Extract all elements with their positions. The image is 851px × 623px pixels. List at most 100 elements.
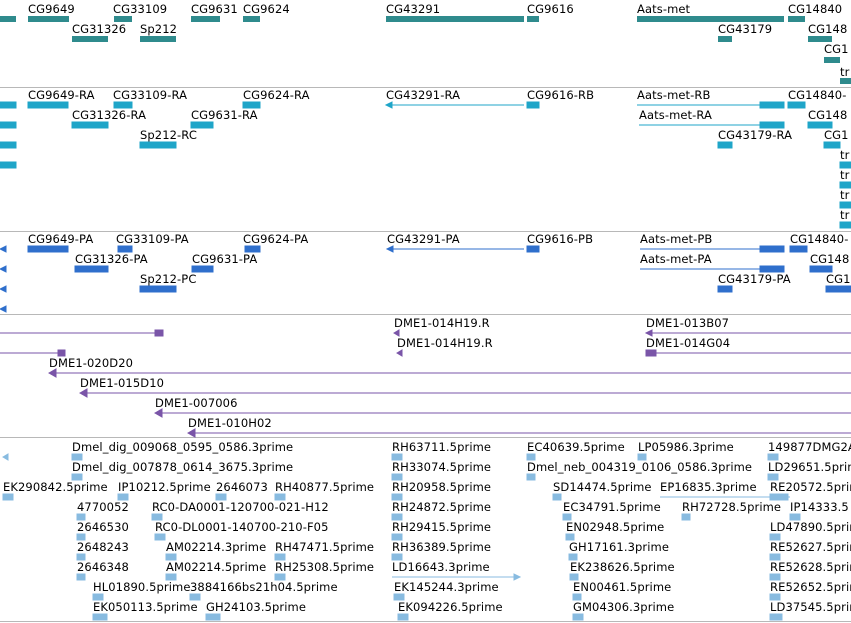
transcripts-r-feature-label[interactable]: CG9616-RB <box>527 88 595 102</box>
transcript-bar-cg31326-ra[interactable] <box>71 121 109 129</box>
transcripts-r-feature-label[interactable]: CG14840- <box>788 88 847 102</box>
transcript-bar-cg9631-pa[interactable] <box>191 265 214 273</box>
transcripts-p-feature-label[interactable]: CG9624-PA <box>243 232 309 246</box>
transcripts-r-feature-label[interactable]: CG9649-RA <box>28 88 95 102</box>
transcripts-r-feature-label[interactable]: CG9624-RA <box>243 88 310 102</box>
transcript-bar-cg9649-ra[interactable] <box>27 101 69 109</box>
est-bar[interactable] <box>92 613 108 621</box>
est-bar[interactable] <box>397 613 409 621</box>
clones-feature-label[interactable]: DME1-015D10 <box>80 376 165 390</box>
ests-feature-label[interactable]: EC34791.5prime <box>563 500 661 514</box>
est-bar[interactable] <box>76 533 86 541</box>
transcript-bar-cg9649-pa[interactable] <box>27 245 69 253</box>
gene-bar-cg14840[interactable] <box>788 16 805 22</box>
est-bar[interactable] <box>769 593 781 601</box>
transcript-bar-sp212-pc[interactable] <box>139 285 177 293</box>
transcripts-r-feature-label[interactable]: Aats-met-RA <box>639 108 712 122</box>
clones-feature-label[interactable]: DME1-013B07 <box>646 316 730 330</box>
est-bar[interactable] <box>391 493 403 501</box>
transcripts-p-feature-label[interactable]: CG43179-PA <box>718 272 791 286</box>
genes-feature-label[interactable]: tr <box>840 65 850 79</box>
est-bar[interactable] <box>274 573 286 581</box>
est-bar[interactable] <box>165 573 177 581</box>
ests-feature-label[interactable]: RC0-DA0001-120700-021-H12 <box>152 500 329 514</box>
gene-bar-cg43179[interactable] <box>718 36 732 42</box>
gene-bar[interactable] <box>824 57 840 63</box>
clones-feature-label[interactable]: DME1-014H19.R <box>397 336 493 350</box>
transcripts-r-feature-label[interactable]: Sp212-RC <box>140 128 197 142</box>
transcript-bar-cg33109-ra[interactable] <box>113 101 133 109</box>
transcripts-p-feature-label[interactable]: Sp212-PC <box>140 272 197 286</box>
ests-feature-label[interactable]: LP05986.3prime <box>638 440 734 454</box>
ests-feature-label[interactable]: IP10212.5prime <box>118 480 211 494</box>
gene-bar-cg9631[interactable] <box>191 16 220 22</box>
clones-feature-label[interactable]: DME1-014G04 <box>646 336 731 350</box>
transcripts-r-feature-label[interactable]: CG33109-RA <box>113 88 188 102</box>
genes-feature-label[interactable]: CG9631 <box>191 2 238 16</box>
ests-feature-label[interactable]: 2646530 <box>77 520 129 534</box>
ests-feature-label[interactable]: EK145244.3prime <box>394 580 499 594</box>
clones-feature-label[interactable]: DME1-007006 <box>155 396 238 410</box>
transcript-bar-cg14840[interactable] <box>789 245 808 253</box>
transcript-bar-sp212-rc[interactable] <box>139 141 177 149</box>
transcript-bar-cg9616-rb[interactable] <box>526 101 540 109</box>
ests-feature-label[interactable]: RH20958.5prime <box>392 480 492 494</box>
ests-feature-label[interactable]: 3884166bs21h04.5prime <box>190 580 338 594</box>
genes-feature-label[interactable]: CG43291 <box>386 2 441 16</box>
ests-feature-label[interactable]: RH33074.5prime <box>392 460 492 474</box>
ests-feature-label[interactable]: EK238626.5prime <box>570 560 675 574</box>
ests-feature-label[interactable]: 2648243 <box>77 540 129 554</box>
clone-arrow-014h19[interactable] <box>393 329 400 337</box>
ests-feature-label[interactable]: RC0-DL0001-140700-210-F05 <box>155 520 329 534</box>
genes-feature-label[interactable]: CG9649 <box>28 2 75 16</box>
genes-feature-label[interactable]: CG43179 <box>718 22 773 36</box>
gene-bar-cg9624[interactable] <box>243 16 260 22</box>
est-bar[interactable] <box>274 493 286 501</box>
transcripts-r-feature-label[interactable]: CG31326-RA <box>72 108 147 122</box>
genes-feature-label[interactable]: CG9616 <box>527 2 574 16</box>
ests-feature-label[interactable]: Dmel_dig_007878_0614_3675.3prime <box>72 460 294 474</box>
ests-feature-label[interactable]: AM02214.3prime <box>166 540 267 554</box>
transcript-bar-cg14840[interactable] <box>787 101 806 109</box>
transcripts-p-feature-label[interactable]: CG9649-PA <box>28 232 94 246</box>
est-bar[interactable] <box>76 513 86 521</box>
est-bar[interactable] <box>393 593 405 601</box>
ests-feature-label[interactable]: IP14333.5 <box>790 500 849 514</box>
ests-feature-label[interactable]: HL01890.5prime <box>93 580 191 594</box>
est-bar[interactable] <box>215 493 227 501</box>
transcript-bar-cg43179-pa[interactable] <box>717 285 733 293</box>
est-bar[interactable] <box>154 533 166 541</box>
genes-feature-label[interactable]: CG9624 <box>243 2 290 16</box>
est-bar[interactable] <box>117 493 129 501</box>
gene-bar-cg31326[interactable] <box>72 36 108 42</box>
transcripts-p-feature-label[interactable]: CG31326-PA <box>75 252 148 266</box>
ests-feature-label[interactable]: EK050113.5prime <box>93 600 198 614</box>
transcript-bar[interactable] <box>0 101 17 109</box>
ests-feature-label[interactable]: RH40877.5prime <box>275 480 375 494</box>
gene-bar-cg33109[interactable] <box>114 16 132 22</box>
ests-feature-label[interactable]: GH17161.3prime <box>569 540 670 554</box>
est-bar[interactable] <box>769 613 783 621</box>
transcripts-p-feature-label[interactable]: CG148 <box>810 252 850 266</box>
ests-feature-label[interactable]: RH24872.5prime <box>392 500 492 514</box>
est-bar[interactable] <box>526 453 536 461</box>
est-bar[interactable] <box>391 473 403 481</box>
transcripts-p-feature-label[interactable]: CG43291-PA <box>387 232 460 246</box>
genes-feature-label[interactable]: CG33109 <box>113 2 168 16</box>
ests-feature-label[interactable]: RH36389.5prime <box>392 540 492 554</box>
est-bar[interactable] <box>769 493 789 501</box>
genes-feature-label[interactable]: Sp212 <box>140 22 178 36</box>
gene-bar-cg9649[interactable] <box>28 16 69 22</box>
transcripts-p-feature-label[interactable]: CG9616-PB <box>527 232 594 246</box>
est-bar[interactable] <box>569 573 579 581</box>
ests-feature-label[interactable]: AM02214.5prime <box>166 560 267 574</box>
transcripts-p-feature-label[interactable]: CG14840- <box>790 232 849 246</box>
transcripts-p-feature-label[interactable]: CG33109-PA <box>116 232 189 246</box>
est-bar[interactable] <box>71 453 83 461</box>
ests-feature-label[interactable]: LD16643.3prime <box>392 560 490 574</box>
ests-feature-label[interactable]: RE52652.5prime <box>770 580 851 594</box>
ests-feature-label[interactable]: RE52627.5prime <box>770 540 851 554</box>
transcripts-r-feature-label[interactable]: tr <box>840 208 850 222</box>
ests-feature-label[interactable]: RH47471.5prime <box>275 540 375 554</box>
transcripts-r-feature-label[interactable]: CG43291-RA <box>386 88 461 102</box>
